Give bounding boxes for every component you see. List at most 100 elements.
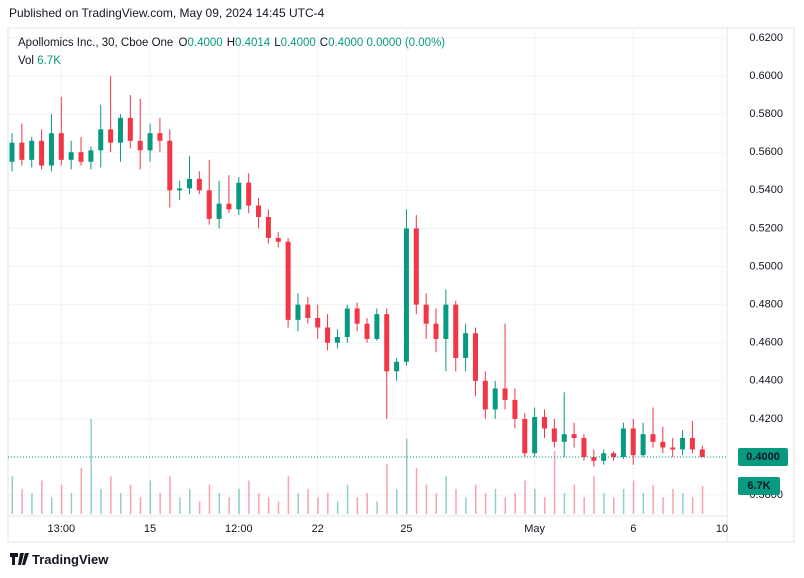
candle-body <box>472 333 478 381</box>
volume-bar <box>474 484 477 514</box>
x-tick-label: 22 <box>312 523 324 535</box>
volume-bar <box>534 488 536 514</box>
ohlc-fields: O0.4000 H0.4014 L0.4000 C0.4000 <box>177 37 364 49</box>
volume-bar <box>189 488 191 514</box>
y-tick-label: 0.5600 <box>749 146 783 158</box>
volume-bar <box>573 484 576 514</box>
volume-bar <box>11 476 13 514</box>
candle-body <box>611 453 617 458</box>
volume-bar <box>563 493 566 514</box>
volume-bar <box>307 488 309 514</box>
volume-bar <box>514 493 516 514</box>
x-tick-label: 15 <box>144 523 156 535</box>
candle-body <box>325 327 331 343</box>
volume-bar <box>484 493 487 514</box>
candle-body <box>482 380 488 410</box>
candle-body <box>29 140 35 160</box>
field-value: 0.4000 <box>280 37 316 49</box>
candle-body <box>265 216 271 238</box>
candle-body <box>640 434 646 456</box>
field-value: 0.4014 <box>235 37 271 49</box>
volume-bar <box>652 484 654 514</box>
candle-body <box>571 434 577 438</box>
candle-body <box>384 314 390 372</box>
volume-bar <box>267 497 270 514</box>
field-value: 0.4000 <box>328 37 364 49</box>
candle-body <box>157 133 163 141</box>
candle-body <box>660 441 666 448</box>
candle-body <box>581 437 587 458</box>
volume-bar <box>21 488 23 514</box>
volume-bar <box>110 476 112 514</box>
y-tick-label: 0.5200 <box>749 222 783 234</box>
volume-bar <box>70 493 73 514</box>
volume-bar <box>31 493 33 514</box>
x-tick-label: 12:00 <box>225 523 253 535</box>
volume-bar <box>425 484 428 514</box>
candle-body <box>177 188 183 191</box>
candle-body <box>88 150 94 162</box>
field-label: C <box>319 37 329 49</box>
candle-body <box>206 190 212 219</box>
volume-bar <box>258 493 260 514</box>
volume-bar <box>455 488 457 514</box>
brand: TradingView <box>32 552 109 567</box>
candle-body <box>423 304 429 324</box>
candle-body <box>551 428 557 442</box>
y-tick-label: 0.5400 <box>749 184 783 196</box>
candle-body <box>463 333 469 358</box>
volume-bar <box>169 476 171 514</box>
volume-bar <box>119 493 122 514</box>
x-tick-label: 25 <box>400 523 412 535</box>
volume-bar <box>701 485 704 514</box>
candle-body <box>680 437 686 450</box>
logo-icon <box>10 553 29 565</box>
last-volume-label: 6.7K <box>747 480 770 492</box>
y-tick-label: 0.6000 <box>749 70 783 82</box>
candle-body <box>305 304 311 318</box>
volume-bar <box>682 493 684 514</box>
candle-body <box>650 434 656 442</box>
candle-body <box>39 140 45 166</box>
change: 0.0000 (0.00%) <box>366 37 446 49</box>
volume-bar <box>642 493 645 514</box>
volume-bar <box>218 493 221 514</box>
volume-bar <box>366 493 368 514</box>
volume-bar <box>622 488 625 514</box>
candle-body <box>453 304 459 358</box>
candle-body <box>137 140 143 151</box>
volume-bar <box>297 493 299 514</box>
volume-bar <box>504 497 507 514</box>
volume-bar <box>287 476 290 514</box>
field-label: L <box>274 37 281 49</box>
candle-body <box>561 434 567 442</box>
candle-body <box>236 182 242 210</box>
candle-body <box>344 308 350 338</box>
volume-bar <box>41 480 43 514</box>
candle-body <box>127 117 133 141</box>
volume-bar <box>465 497 467 514</box>
volume-bar <box>208 484 211 514</box>
candle-body <box>502 388 508 400</box>
volume-bar <box>100 488 102 514</box>
candle-body <box>689 437 695 450</box>
volume-bar <box>80 467 83 514</box>
candle-body <box>256 205 262 217</box>
candle-body <box>246 182 252 206</box>
volume-bar <box>238 488 240 514</box>
volume-value: 6.7K <box>37 55 61 67</box>
candle-body <box>275 237 281 242</box>
candle-body <box>591 457 597 461</box>
candle-body <box>354 308 360 324</box>
volume-bar <box>632 480 635 514</box>
candle-body <box>98 129 104 151</box>
volume-bar <box>336 501 339 514</box>
volume-bar <box>415 467 418 514</box>
candle-body <box>187 178 192 189</box>
y-tick-label: 0.5800 <box>749 108 783 120</box>
volume-bar <box>356 497 359 514</box>
volume-bar <box>691 497 694 514</box>
candle-body <box>117 117 123 143</box>
volume-bar <box>90 419 92 514</box>
volume-bar <box>277 501 280 514</box>
